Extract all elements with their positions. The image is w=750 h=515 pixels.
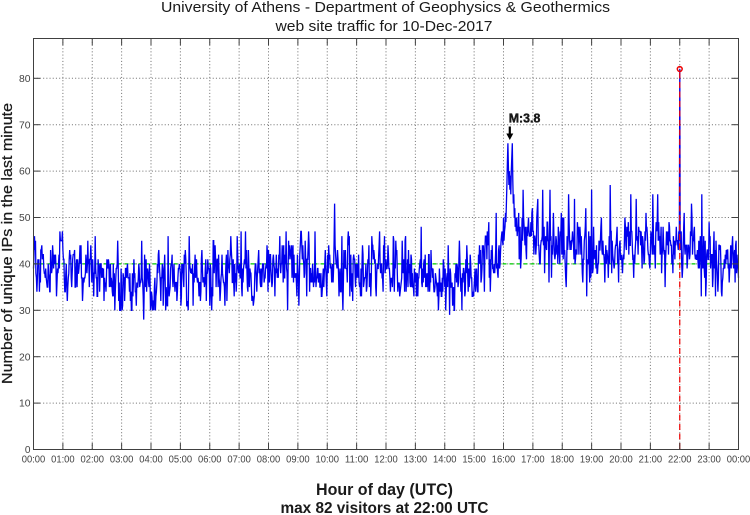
svg-text:08:00: 08:00	[257, 454, 281, 465]
svg-text:23:00: 23:00	[697, 454, 721, 465]
svg-text:07:00: 07:00	[227, 454, 251, 465]
svg-text:22:00: 22:00	[668, 454, 692, 465]
svg-text:02:00: 02:00	[81, 454, 105, 465]
svg-text:11:00: 11:00	[345, 454, 369, 465]
svg-text:60: 60	[19, 167, 31, 178]
svg-text:17:00: 17:00	[521, 454, 545, 465]
svg-text:15:00: 15:00	[462, 454, 486, 465]
svg-text:40: 40	[19, 260, 31, 271]
svg-text:Hour of day (UTC): Hour of day (UTC)	[316, 480, 453, 499]
svg-text:max 82 visitors at 22:00 UTC: max 82 visitors at 22:00 UTC	[281, 500, 489, 515]
svg-text:00:00: 00:00	[727, 454, 750, 465]
svg-text:21:00: 21:00	[639, 454, 663, 465]
svg-text:20:00: 20:00	[609, 454, 633, 465]
svg-text:50: 50	[19, 213, 31, 224]
svg-text:30: 30	[19, 306, 31, 317]
svg-text:web site traffic for 10-Dec-20: web site traffic for 10-Dec-2017	[274, 18, 492, 35]
svg-text:03:00: 03:00	[110, 454, 134, 465]
svg-text:10:00: 10:00	[316, 454, 340, 465]
svg-text:06:00: 06:00	[198, 454, 222, 465]
svg-text:0: 0	[25, 445, 31, 456]
svg-text:Number of unique IPs in the la: Number of unique IPs in the last minute	[0, 103, 16, 384]
svg-text:80: 80	[19, 74, 31, 85]
svg-text:20: 20	[19, 352, 31, 363]
svg-text:14:00: 14:00	[433, 454, 457, 465]
svg-text:04:00: 04:00	[139, 454, 163, 465]
svg-text:M:3.8: M:3.8	[509, 112, 541, 126]
svg-text:13:00: 13:00	[404, 454, 428, 465]
svg-text:09:00: 09:00	[286, 454, 310, 465]
svg-text:12:00: 12:00	[374, 454, 398, 465]
svg-text:70: 70	[19, 120, 31, 131]
svg-text:19:00: 19:00	[580, 454, 604, 465]
svg-text:10: 10	[19, 399, 31, 410]
svg-text:16:00: 16:00	[492, 454, 516, 465]
svg-text:01:00: 01:00	[51, 454, 75, 465]
svg-text:18:00: 18:00	[551, 454, 575, 465]
svg-text:00:00: 00:00	[22, 454, 46, 465]
svg-text:05:00: 05:00	[169, 454, 193, 465]
svg-text:University of Athens - Departm: University of Athens - Department of Geo…	[161, 0, 610, 16]
